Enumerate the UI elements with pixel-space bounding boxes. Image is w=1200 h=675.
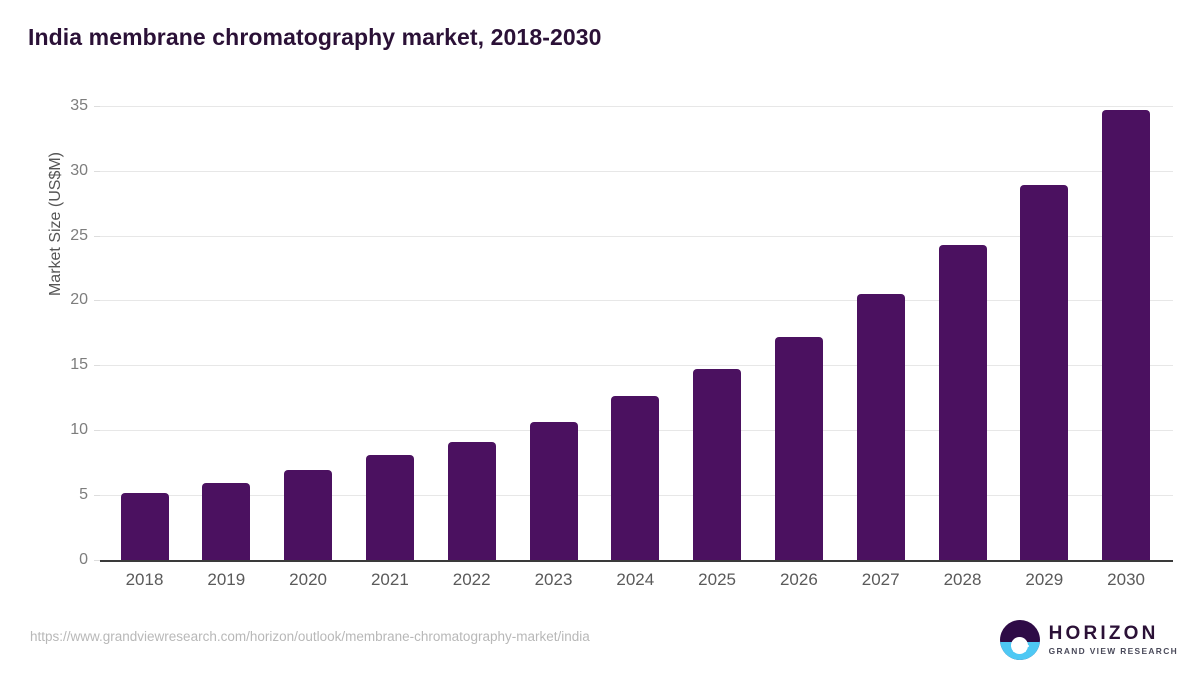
logo-text: HORIZON GRAND VIEW RESEARCH <box>1049 624 1178 655</box>
logo-ray-icon <box>1010 645 1029 647</box>
bar-2026[interactable] <box>774 336 823 560</box>
x-axis-tick-label-2029: 2029 <box>1025 570 1064 589</box>
y-axis-tick-label: 10 <box>70 421 88 439</box>
bar-2022[interactable] <box>447 441 496 560</box>
gridline <box>100 170 1173 172</box>
x-axis-tick-label-2020: 2020 <box>289 570 327 589</box>
logo-ray-icon <box>1013 649 1027 652</box>
y-axis-tickmark <box>94 105 100 107</box>
y-axis-tickmark <box>94 560 100 561</box>
y-axis-tick-label: 20 <box>70 291 88 309</box>
bar-2018[interactable] <box>120 492 169 560</box>
x-axis-tick-label-2028: 2028 <box>943 570 982 589</box>
bar-2021[interactable] <box>365 454 414 560</box>
x-axis-tick-label-2023: 2023 <box>534 570 573 589</box>
x-axis-tick-label-2024: 2024 <box>616 570 655 589</box>
gridline <box>100 365 1173 367</box>
y-axis-tickmark <box>94 235 100 237</box>
bar-2025[interactable] <box>693 369 742 560</box>
logo-name: HORIZON <box>1048 623 1159 645</box>
y-axis-tick-labels: 0 5 10 15 20 25 30 35 <box>52 0 88 675</box>
logo-tagline: GRAND VIEW RESEARCH <box>1048 646 1178 657</box>
bar-2024[interactable] <box>611 396 660 560</box>
y-axis-tick-label: 15 <box>70 356 88 374</box>
bar-2023[interactable] <box>529 422 578 560</box>
bar-2028[interactable] <box>938 244 987 560</box>
chart-title: India membrane chromatography market, 20… <box>28 24 602 50</box>
x-axis-tick-label-2026: 2026 <box>779 570 818 589</box>
bar-2019[interactable] <box>202 483 251 560</box>
x-axis-tick-label-2030: 2030 <box>1107 570 1145 589</box>
horizon-logo[interactable]: HORIZON GRAND VIEW RESEARCH <box>999 618 1178 662</box>
horizon-sunrise-icon <box>999 620 1040 660</box>
x-axis-tick-label-2018: 2018 <box>125 570 164 589</box>
bar-2027[interactable] <box>856 293 905 560</box>
x-axis-tick-label-2022: 2022 <box>452 570 491 589</box>
y-axis-tickmark <box>94 365 100 367</box>
bar-2030[interactable] <box>1102 109 1151 560</box>
x-axis-line <box>100 560 1173 562</box>
bar-2020[interactable] <box>284 470 333 560</box>
y-axis-tick-label: 25 <box>70 226 88 244</box>
y-axis-tick-label: 35 <box>70 96 88 114</box>
y-axis-tickmark <box>94 300 100 302</box>
x-axis-tick-label-2019: 2019 <box>207 570 246 589</box>
y-axis-tick-label: 0 <box>79 551 88 568</box>
y-axis-tick-label: 5 <box>79 486 88 504</box>
gridline <box>100 105 1173 107</box>
gridline <box>100 235 1173 237</box>
x-axis-tick-label-2025: 2025 <box>698 570 736 589</box>
bar-2029[interactable] <box>1020 184 1069 560</box>
source-url[interactable]: https://www.grandviewresearch.com/horizo… <box>30 629 590 644</box>
x-axis-tick-label-2021: 2021 <box>370 570 409 589</box>
y-axis-tickmark <box>94 495 100 497</box>
y-axis-tickmark <box>94 170 100 172</box>
x-axis-tick-label-2027: 2027 <box>861 570 900 589</box>
gridline <box>100 300 1173 302</box>
y-axis-tickmark <box>94 430 100 432</box>
y-axis-tick-label: 30 <box>70 161 88 179</box>
